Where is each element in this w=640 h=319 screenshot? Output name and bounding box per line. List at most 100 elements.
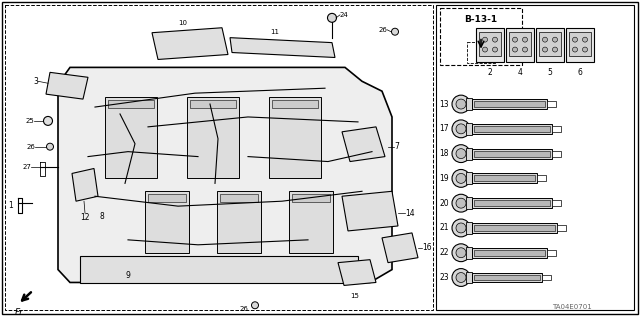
Circle shape (452, 269, 470, 286)
Bar (476, 28, 504, 63)
Bar (552, 200, 561, 206)
Circle shape (552, 37, 557, 42)
Bar (472, 272, 542, 282)
Bar (472, 174, 537, 183)
Text: 10: 10 (179, 20, 188, 26)
Bar (569, 32, 591, 56)
Bar (509, 32, 531, 56)
Circle shape (483, 37, 488, 42)
Polygon shape (152, 28, 228, 59)
Bar (217, 191, 261, 253)
Bar (557, 225, 566, 231)
Bar (466, 173, 472, 184)
Text: 11: 11 (271, 29, 280, 35)
Bar (145, 191, 189, 253)
Bar (289, 191, 333, 253)
Bar (436, 5, 634, 310)
Polygon shape (58, 67, 392, 282)
Bar (474, 151, 550, 157)
Polygon shape (342, 127, 385, 161)
Bar (466, 197, 472, 209)
Circle shape (456, 124, 466, 134)
Bar (472, 99, 547, 109)
Bar (467, 41, 495, 63)
Circle shape (392, 28, 399, 35)
Text: 7: 7 (394, 142, 399, 151)
Bar (272, 100, 318, 108)
Bar (472, 198, 552, 208)
Bar (472, 124, 552, 134)
Circle shape (456, 149, 466, 159)
Circle shape (552, 47, 557, 52)
Text: 13: 13 (440, 100, 449, 108)
Circle shape (582, 47, 588, 52)
Text: 15: 15 (351, 293, 360, 299)
Text: 26: 26 (239, 306, 248, 312)
Text: 21: 21 (440, 223, 449, 233)
Bar (552, 151, 561, 157)
Circle shape (44, 116, 52, 125)
Bar (537, 175, 546, 182)
Bar (547, 101, 556, 107)
Polygon shape (230, 38, 335, 57)
Bar (474, 175, 535, 182)
Text: 2: 2 (488, 68, 492, 78)
Bar (474, 101, 545, 107)
Bar (479, 32, 501, 56)
Text: 5: 5 (548, 68, 552, 78)
Bar (440, 8, 522, 65)
Text: 3: 3 (33, 77, 38, 86)
Circle shape (477, 55, 484, 62)
Bar (220, 194, 258, 202)
Bar (474, 275, 540, 280)
Circle shape (456, 174, 466, 183)
Polygon shape (342, 191, 398, 231)
Circle shape (452, 219, 470, 237)
Circle shape (456, 198, 466, 208)
Bar (474, 225, 555, 231)
Circle shape (573, 37, 577, 42)
Text: 27: 27 (22, 164, 31, 169)
Text: 25: 25 (25, 118, 34, 124)
Circle shape (513, 37, 518, 42)
Polygon shape (338, 260, 376, 286)
Bar (566, 28, 594, 63)
Circle shape (582, 37, 588, 42)
Circle shape (252, 302, 259, 309)
Polygon shape (382, 233, 418, 263)
Bar (466, 98, 472, 110)
Circle shape (452, 194, 470, 212)
Bar (474, 126, 550, 132)
Circle shape (452, 244, 470, 262)
Bar (466, 222, 472, 234)
Text: 24: 24 (340, 12, 349, 18)
Bar (105, 97, 157, 178)
Circle shape (456, 223, 466, 233)
Text: 9: 9 (125, 271, 131, 280)
Bar (536, 28, 564, 63)
Text: 22: 22 (440, 248, 449, 257)
Circle shape (452, 120, 470, 138)
Circle shape (452, 145, 470, 163)
Text: 23: 23 (440, 273, 449, 282)
Circle shape (543, 37, 547, 42)
Bar (466, 247, 472, 259)
Bar (5, 5, 433, 310)
Bar (474, 200, 550, 206)
Text: 20: 20 (440, 199, 449, 208)
Bar (80, 256, 358, 284)
Polygon shape (72, 168, 98, 201)
Bar (472, 248, 547, 258)
Text: 1: 1 (8, 201, 13, 210)
Bar (466, 148, 472, 160)
Circle shape (573, 47, 577, 52)
Bar (506, 28, 534, 63)
Polygon shape (46, 72, 88, 99)
Circle shape (513, 47, 518, 52)
Circle shape (522, 37, 527, 42)
Bar (292, 194, 330, 202)
Bar (108, 100, 154, 108)
Circle shape (543, 47, 547, 52)
Text: 18: 18 (440, 149, 449, 158)
Circle shape (493, 37, 497, 42)
